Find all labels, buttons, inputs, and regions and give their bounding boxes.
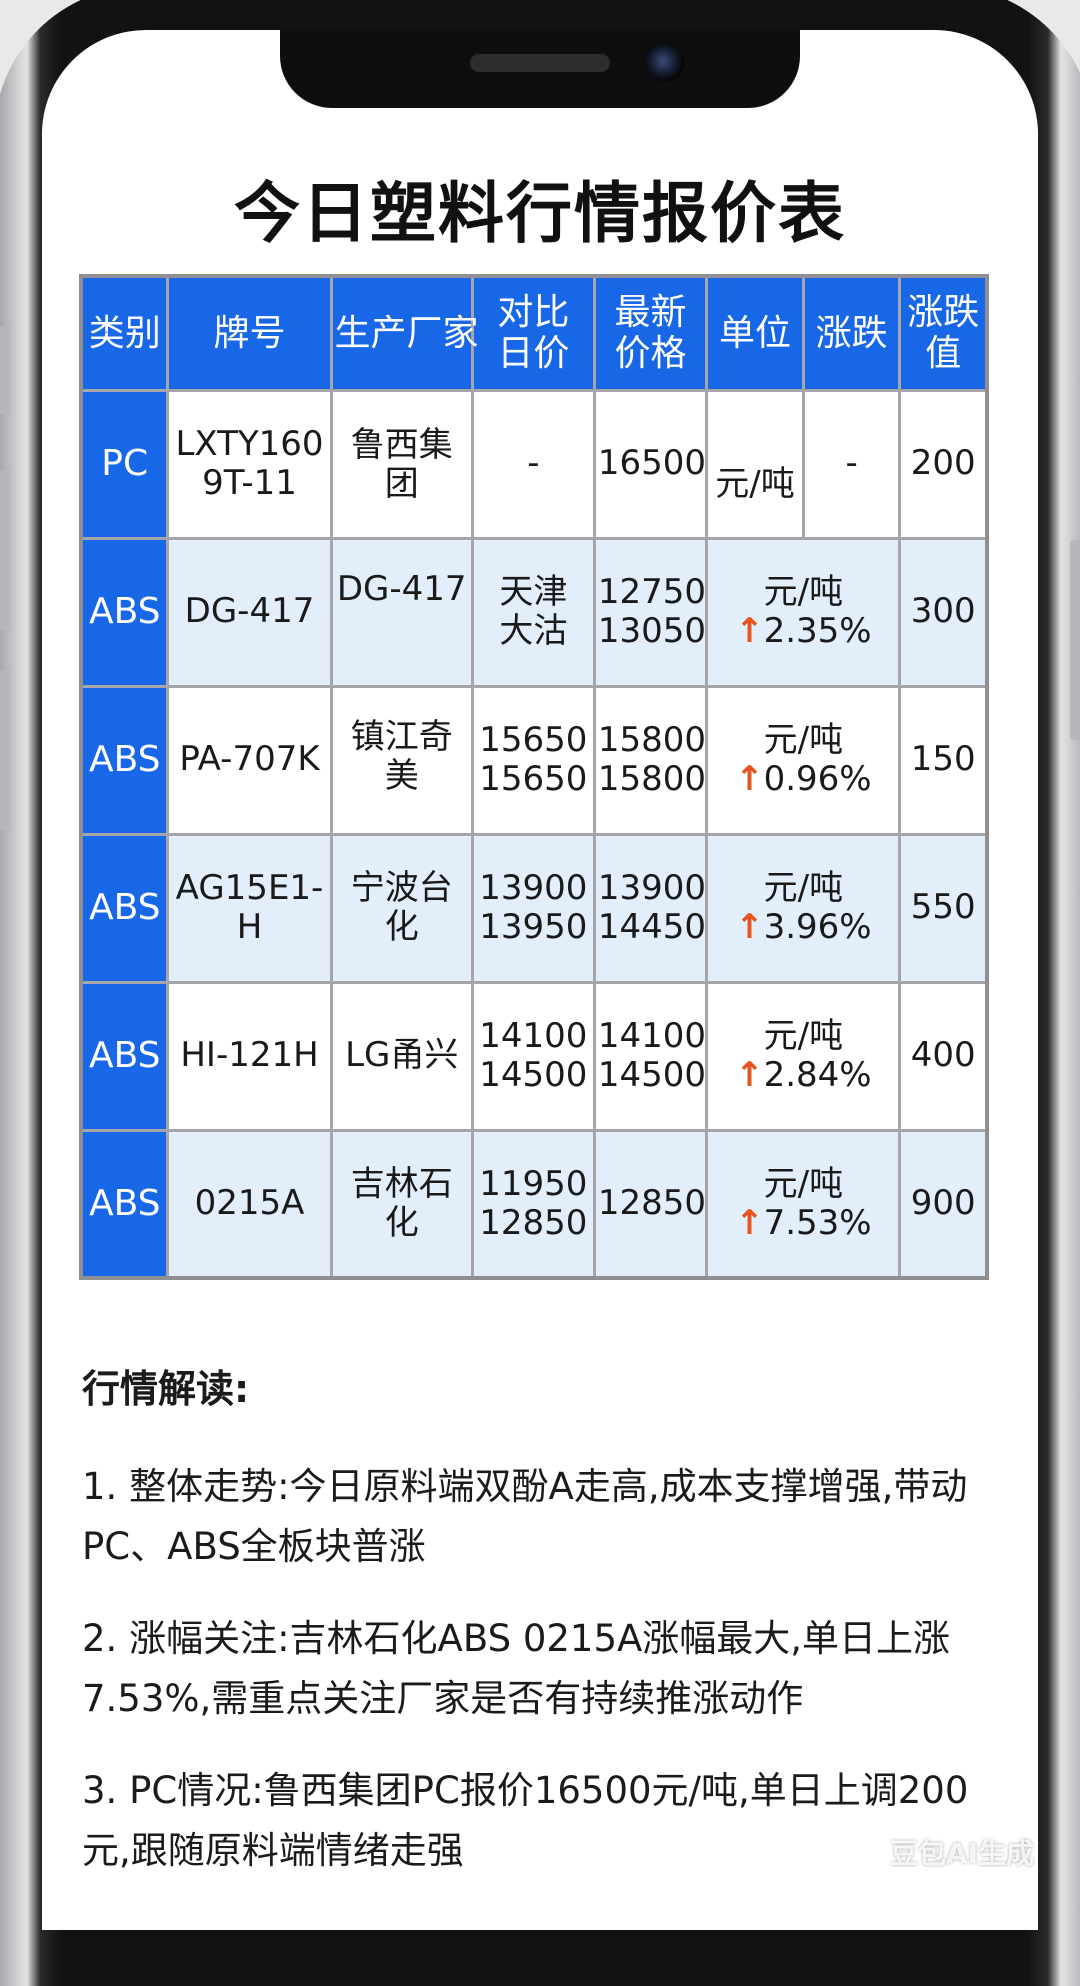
analysis-item: 1. 整体走势:今日原料端双酚A走高,成本支撑增强,带动PC、ABS全板块普涨 (82, 1457, 1002, 1577)
cell-category: PC (81, 390, 168, 538)
cell-latest-price: 12850 (594, 1130, 706, 1278)
cell-grade: HI-121H (168, 982, 331, 1130)
cell-change-value: 400 (900, 982, 987, 1130)
price-table: 类别 牌号 生产厂家 对比日价 最新价格 单位 涨跌 涨跌值 PC LXTY16… (79, 274, 989, 1280)
cell-category: ABS (81, 1130, 168, 1278)
cell-grade: DG-417 (168, 538, 331, 686)
power-button (1070, 540, 1080, 740)
cell-change-value: 200 (900, 390, 987, 538)
cell-category: ABS (81, 982, 168, 1130)
cell-unit-change: 元/吨↑7.53% (707, 1130, 900, 1278)
cell-manufacturer: 鲁西集团 (331, 390, 472, 538)
header-change: 涨跌 (803, 276, 900, 390)
cell-change-value: 550 (900, 834, 987, 982)
cell-category: ABS (81, 834, 168, 982)
cell-category: ABS (81, 538, 168, 686)
notch (280, 30, 800, 108)
up-arrow-icon: ↑ (735, 1203, 764, 1243)
cell-compare-price: 天津大沽 (472, 538, 594, 686)
cell-compare-price: - (472, 390, 594, 538)
cell-change-value: 900 (900, 1130, 987, 1278)
header-category: 类别 (81, 276, 168, 390)
analysis-section: 行情解读: 1. 整体走势:今日原料端双酚A走高,成本支撑增强,带动PC、ABS… (82, 1358, 1002, 1913)
cell-category: ABS (81, 686, 168, 834)
cell-change: - (803, 390, 900, 538)
header-grade: 牌号 (168, 276, 331, 390)
volume-down-button (0, 670, 10, 830)
header-latest-price: 最新价格 (594, 276, 706, 390)
earpiece-speaker (470, 54, 610, 72)
cell-unit-change: 元/吨↑2.84% (707, 982, 900, 1130)
page-title: 今日塑料行情报价表 (42, 160, 1038, 256)
up-arrow-icon: ↑ (735, 1055, 764, 1095)
cell-change-value: 300 (900, 538, 987, 686)
cell-manufacturer: LG甬兴 (331, 982, 472, 1130)
mute-switch (0, 325, 10, 415)
up-arrow-icon: ↑ (735, 611, 764, 651)
front-camera-icon (646, 44, 684, 82)
cell-grade: PA-707K (168, 686, 331, 834)
header-compare-price: 对比日价 (472, 276, 594, 390)
cell-unit-change: 元/吨↑3.96% (707, 834, 900, 982)
cell-unit-change: 元/吨↑2.35% (707, 538, 900, 686)
watermark: 豆包AI生成 (890, 1832, 1034, 1872)
header-manufacturer: 生产厂家 (331, 276, 472, 390)
cell-manufacturer: DG-417 (331, 538, 472, 686)
cell-manufacturer: 镇江奇美 (331, 686, 472, 834)
phone-screen: 今日塑料行情报价表 类别 牌号 生产厂家 对比日价 最新价格 单位 涨跌 涨跌值 (42, 30, 1038, 1930)
analysis-item: 3. PC情况:鲁西集团PC报价16500元/吨,单日上调200元,跟随原料端情… (82, 1761, 1002, 1881)
header-change-value: 涨跌值 (900, 276, 987, 390)
cell-change-value: 150 (900, 686, 987, 834)
cell-unit-change: 元/吨↑0.96% (707, 686, 900, 834)
table-header-row: 类别 牌号 生产厂家 对比日价 最新价格 单位 涨跌 涨跌值 (81, 276, 987, 390)
header-unit: 单位 (707, 276, 804, 390)
cell-manufacturer: 吉林石化 (331, 1130, 472, 1278)
up-arrow-icon: ↑ (735, 759, 764, 799)
analysis-heading: 行情解读: (82, 1358, 1002, 1413)
cell-grade: 0215A (168, 1130, 331, 1278)
cell-manufacturer: 宁波台化 (331, 834, 472, 982)
cell-unit: 元/吨 (707, 390, 804, 538)
cell-latest-price: 16500 (594, 390, 706, 538)
volume-up-button (0, 470, 10, 630)
cell-grade: AG15E1-H (168, 834, 331, 982)
up-arrow-icon: ↑ (735, 907, 764, 947)
analysis-item: 2. 涨幅关注:吉林石化ABS 0215A涨幅最大,单日上涨7.53%,需重点关… (82, 1609, 1002, 1729)
